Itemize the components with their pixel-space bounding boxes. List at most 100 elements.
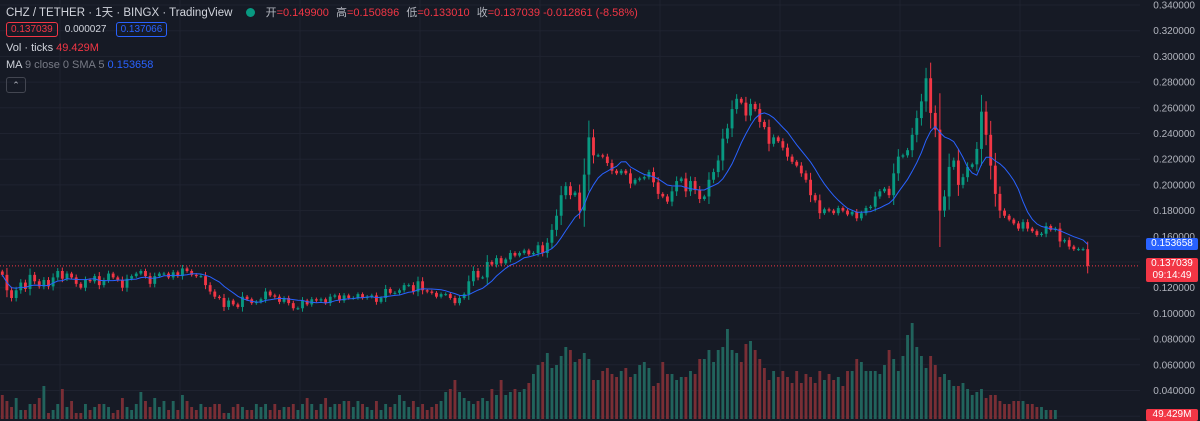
price-tick-label: 0.280000 [1153,78,1195,89]
candle-body [1067,240,1071,247]
volume-bar [97,404,101,419]
volume-bar [975,392,979,419]
price-tick-label: 0.180000 [1153,206,1195,217]
volume-bar [1021,401,1025,419]
candle-body [989,134,993,166]
chart-gridlines [0,0,1140,421]
volume-bar [832,380,836,419]
candle-body [116,277,120,280]
sell-button[interactable]: 0.137039 [6,22,58,37]
candle-body [1040,233,1043,236]
volume-bar [1003,404,1006,419]
candle-body [864,208,868,214]
price-tick-label: 0.120000 [1153,283,1195,294]
volume-bar [767,380,771,419]
candle-body [735,98,739,110]
volume-bar [938,377,942,419]
ma-indicator-legend[interactable]: MA 9 close 0 SMA 5 0.153658 [6,59,153,71]
volume-bar [287,407,291,419]
candle-body [384,288,388,298]
volume-bar [883,365,886,419]
volume-bar [125,407,129,419]
candle-body [693,181,697,191]
candle-body [670,191,674,202]
candle-body [495,258,498,265]
candle-body [712,172,716,180]
volume-bar [310,404,314,419]
volume-bar [444,392,448,419]
candle-body [111,273,115,278]
candle-body [605,156,609,164]
candle-body [550,229,554,243]
price-tick-label: 0.060000 [1153,360,1195,371]
candle-body [185,268,189,271]
volume-bar [259,407,263,419]
candle-body [564,186,568,196]
symbol-legend[interactable]: CHZ / TETHER · 1天 · BINGX · TradingView … [6,4,638,20]
candle-body [264,291,268,300]
candle-body [795,161,799,166]
volume-bar [88,410,92,419]
volume-bar [564,347,568,419]
candle-body [361,294,364,298]
price-axis[interactable]: 0.340000 0.320000 0.300000 0.280000 0.260000… [1153,1,1195,421]
candle-body [975,148,979,165]
volume-bar [264,404,268,419]
symbol-title[interactable]: CHZ / TETHER · 1天 · BINGX · TradingView [6,7,233,19]
volume-bar [402,401,406,419]
candle-body [139,270,143,274]
volume-bar [19,410,23,419]
volume-bar [277,410,281,419]
volume-bar [347,401,351,419]
chevron-up-icon[interactable]: ⌃ [6,77,26,93]
volume-bar [573,362,577,419]
volume-indicator-legend[interactable]: Vol · ticks 49.429M [6,42,99,54]
volume-bar [481,398,485,419]
price-tick-label: 0.160000 [1153,232,1195,243]
candle-body [624,170,628,174]
volume-bar [716,350,720,419]
volume-bar [199,404,203,419]
volume-bar [712,362,716,419]
volume-bar [305,398,309,419]
candle-body [744,102,748,116]
candle-body [70,273,74,278]
volume-indicator-name[interactable]: Vol · ticks [6,42,54,54]
volume-bar [601,371,605,419]
volume-bar [319,404,323,419]
candle-body [1044,226,1048,234]
volume-bar [943,374,946,419]
volume-bar [559,356,563,419]
volume-bar [370,410,374,419]
volume-bar [388,407,392,419]
candle-body [998,193,1002,211]
volume-bar [384,404,388,419]
candle-body [324,299,328,304]
volume-bar [14,398,18,419]
candle-body [1072,246,1076,250]
volume-bar [5,401,9,419]
candle-body [296,308,300,310]
market-status-icon[interactable] [245,8,255,17]
candle-body [633,179,637,184]
candle-body [573,192,577,196]
volume-bar [790,383,794,419]
volume-bar [407,407,411,419]
candle-body [439,294,443,297]
candle-body [199,276,203,278]
candle-body [596,155,600,157]
candle-body [1086,249,1090,266]
volume-bar [527,383,531,419]
last-price-tag: 0.137039 09:14:49 [1146,258,1198,282]
high-label: 高 [335,7,347,19]
volume-bar [906,335,909,419]
volume-bar [693,374,697,419]
volume-bar [776,377,780,419]
buy-button[interactable]: 0.137066 [115,22,168,37]
price-tick-label: 0.260000 [1153,103,1195,114]
volume-bar [901,356,905,419]
trade-buttons[interactable]: 0.137039 0.000027 0.137066 [6,22,171,37]
ma-indicator-name[interactable]: MA [6,59,22,71]
candle-body [1063,240,1067,242]
